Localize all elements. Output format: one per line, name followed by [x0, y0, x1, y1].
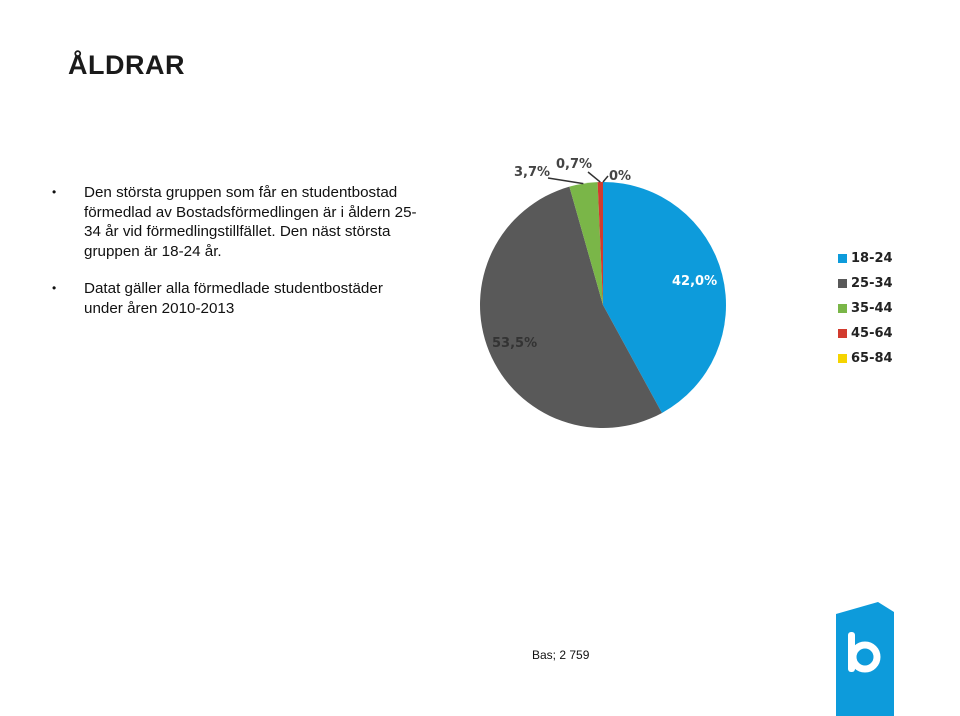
legend-item-35-44: 35-44 — [838, 296, 893, 321]
bullet-glyph: • — [52, 281, 57, 295]
bullet-text: Datat gäller alla förmedlade studentbost… — [84, 280, 383, 317]
legend-item-45-64: 45-64 — [838, 321, 893, 346]
base-note: Bas; 2 759 — [532, 648, 590, 662]
legend-item-18-24: 18-24 — [838, 246, 893, 271]
bullet-list: • Den största gruppen som får en student… — [52, 183, 422, 336]
legend-swatch — [838, 329, 847, 338]
legend-label: 65-84 — [851, 351, 893, 366]
slide-title: ÅLDRAR — [68, 50, 185, 80]
data-label-35-44: 3,7% — [514, 165, 550, 180]
legend-label: 18-24 — [851, 251, 893, 266]
data-label-65-84: 0% — [609, 169, 631, 184]
bullet-item: • Datat gäller alla förmedlade studentbo… — [52, 279, 422, 318]
leader-line-65-84 — [602, 175, 609, 183]
legend-label: 25-34 — [851, 276, 893, 291]
data-label-18-24: 42,0% — [672, 274, 717, 289]
chart-legend: 18-24 25-34 35-44 45-64 65-84 — [838, 246, 893, 371]
slice-18-24 — [603, 182, 726, 413]
legend-item-65-84: 65-84 — [838, 346, 893, 371]
slice-45-64 — [597, 182, 603, 305]
age-pie-chart: 42,0% 53,5% 3,7% 0,7% 0% — [479, 157, 726, 428]
legend-label: 45-64 — [851, 326, 893, 341]
legend-swatch — [838, 304, 847, 313]
data-label-25-34: 53,5% — [492, 336, 537, 351]
slice-35-44 — [569, 182, 603, 305]
bullet-glyph: • — [52, 185, 57, 199]
slice-25-34 — [479, 186, 662, 428]
bostadsformedlingen-b-logo-icon — [836, 602, 894, 716]
leader-line-35-44 — [547, 177, 584, 185]
bullet-text: Den största gruppen som får en studentbo… — [84, 184, 417, 260]
legend-swatch — [838, 354, 847, 363]
leader-line-45-64 — [587, 171, 601, 183]
legend-label: 35-44 — [851, 301, 893, 316]
data-label-45-64: 0,7% — [556, 157, 592, 172]
legend-item-25-34: 25-34 — [838, 271, 893, 296]
legend-swatch — [838, 254, 847, 263]
bullet-item: • Den största gruppen som får en student… — [52, 183, 422, 261]
legend-swatch — [838, 279, 847, 288]
